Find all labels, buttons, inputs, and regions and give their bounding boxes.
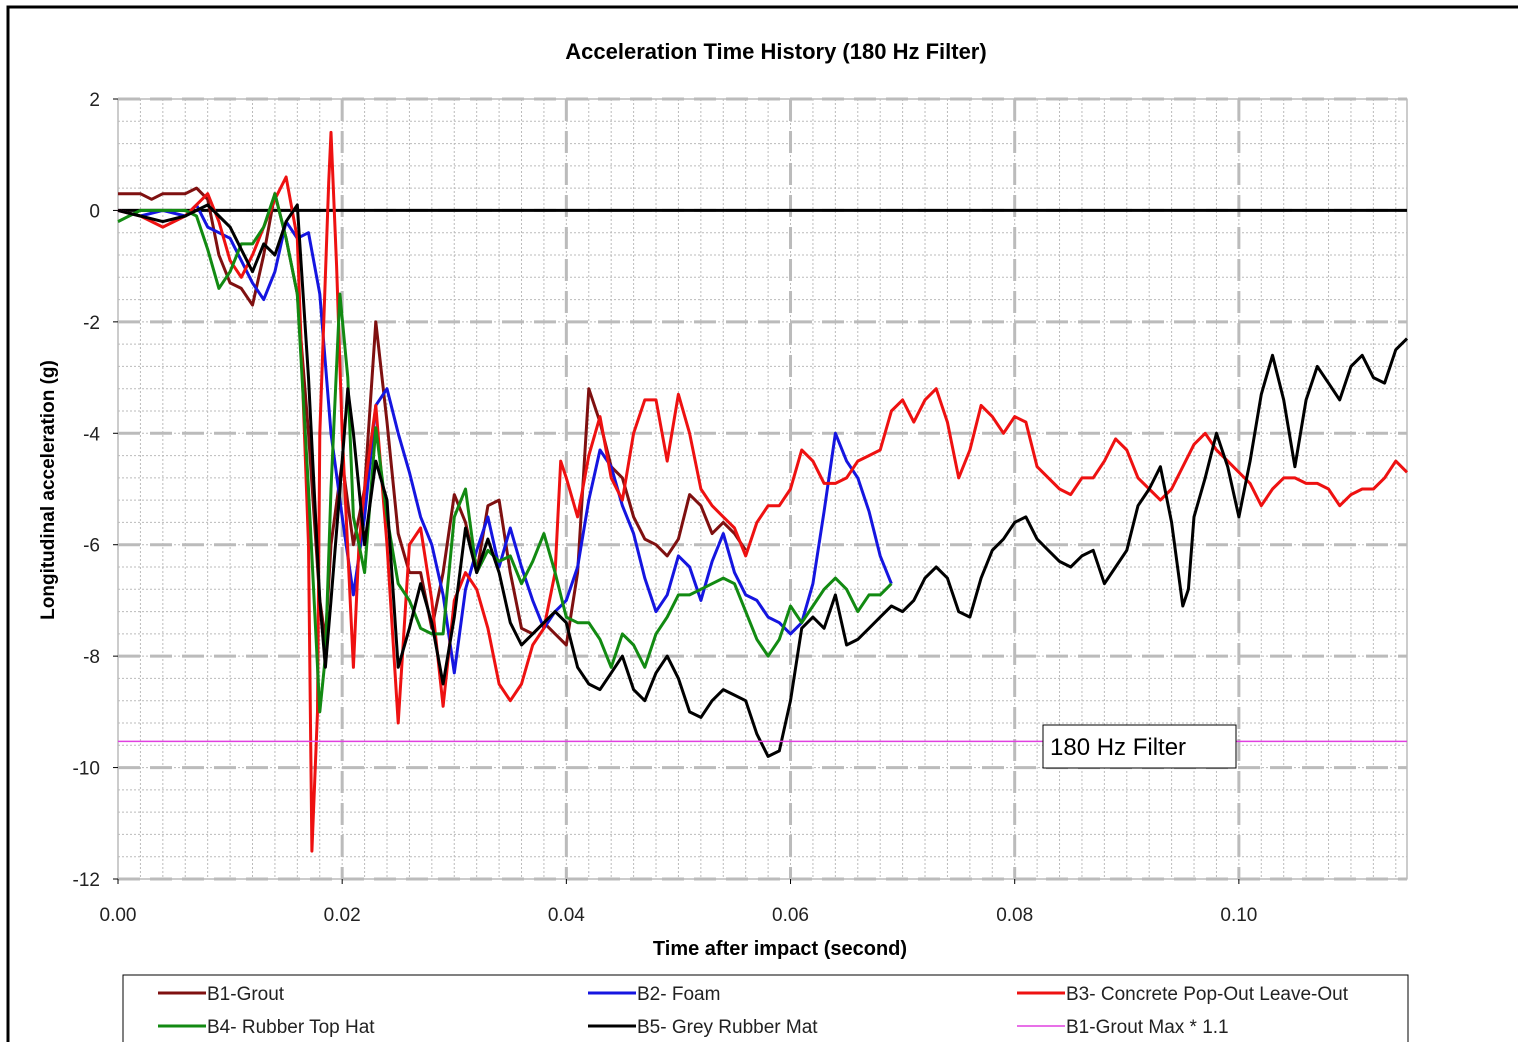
y-tick-label: 2 (89, 90, 100, 111)
x-tick-label: 0.00 (100, 905, 137, 926)
legend-label: B3- Concrete Pop-Out Leave-Out (1066, 984, 1349, 1005)
y-tick-label: 0 (89, 201, 100, 222)
legend-label: B4- Rubber Top Hat (207, 1017, 375, 1038)
y-tick-label: -6 (83, 536, 100, 557)
legend-label: B5- Grey Rubber Mat (637, 1017, 818, 1038)
legend-box (122, 974, 1409, 1047)
series-line (117, 203, 1409, 758)
y-tick-label: -12 (73, 870, 100, 891)
chart-title: Acceleration Time History (180 Hz Filter… (565, 39, 986, 64)
x-tick-label: 0.04 (548, 905, 585, 926)
series-line (117, 203, 893, 675)
x-tick-label: 0.10 (1220, 905, 1257, 926)
x-tick-label: 0.06 (772, 905, 809, 926)
annotation-box (1042, 724, 1237, 769)
legend-label: B2- Foam (637, 984, 720, 1005)
legend-label: B1-Grout Max * 1.1 (1066, 1017, 1229, 1038)
x-tick-label: 0.02 (324, 905, 361, 926)
x-axis-label: Time after impact (second) (653, 938, 907, 960)
series-line (117, 192, 893, 714)
y-tick-label: -10 (73, 759, 100, 780)
y-tick-label: -4 (83, 424, 100, 445)
legend-label: B1-Grout (207, 984, 285, 1005)
y-axis-label: Longitudinal acceleration (g) (38, 360, 59, 620)
frame (6, 5, 1518, 1047)
annotation: 180 Hz Filter (1050, 734, 1186, 761)
x-tick-label: 0.08 (996, 905, 1033, 926)
y-tick-label: -2 (83, 313, 100, 334)
y-tick-label: -8 (83, 647, 100, 668)
